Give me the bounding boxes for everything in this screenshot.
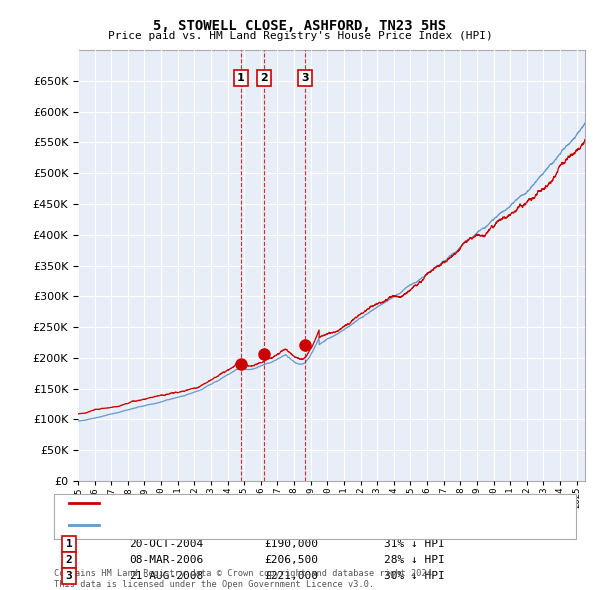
Text: 2: 2 <box>65 555 73 565</box>
Text: 5, STOWELL CLOSE, ASHFORD, TN23 5HS: 5, STOWELL CLOSE, ASHFORD, TN23 5HS <box>154 19 446 33</box>
Text: £190,000: £190,000 <box>264 539 318 549</box>
Text: 2: 2 <box>260 73 268 83</box>
Text: 1: 1 <box>237 73 245 83</box>
Text: Price paid vs. HM Land Registry's House Price Index (HPI): Price paid vs. HM Land Registry's House … <box>107 31 493 41</box>
Text: HPI: Average price, detached house, Ashford: HPI: Average price, detached house, Ashf… <box>104 520 373 530</box>
Text: £206,500: £206,500 <box>264 555 318 565</box>
Text: 31% ↓ HPI: 31% ↓ HPI <box>384 539 445 549</box>
Text: £221,000: £221,000 <box>264 571 318 581</box>
Text: 21-AUG-2008: 21-AUG-2008 <box>129 571 203 581</box>
Text: 30% ↓ HPI: 30% ↓ HPI <box>384 571 445 581</box>
Text: 28% ↓ HPI: 28% ↓ HPI <box>384 555 445 565</box>
Text: 3: 3 <box>301 73 308 83</box>
Text: 20-OCT-2004: 20-OCT-2004 <box>129 539 203 549</box>
Text: 5, STOWELL CLOSE, ASHFORD, TN23 5HS (detached house): 5, STOWELL CLOSE, ASHFORD, TN23 5HS (det… <box>104 498 429 507</box>
Text: 08-MAR-2006: 08-MAR-2006 <box>129 555 203 565</box>
Text: 3: 3 <box>65 571 73 581</box>
Text: Contains HM Land Registry data © Crown copyright and database right 2024.
This d: Contains HM Land Registry data © Crown c… <box>54 569 437 589</box>
Text: 1: 1 <box>65 539 73 549</box>
